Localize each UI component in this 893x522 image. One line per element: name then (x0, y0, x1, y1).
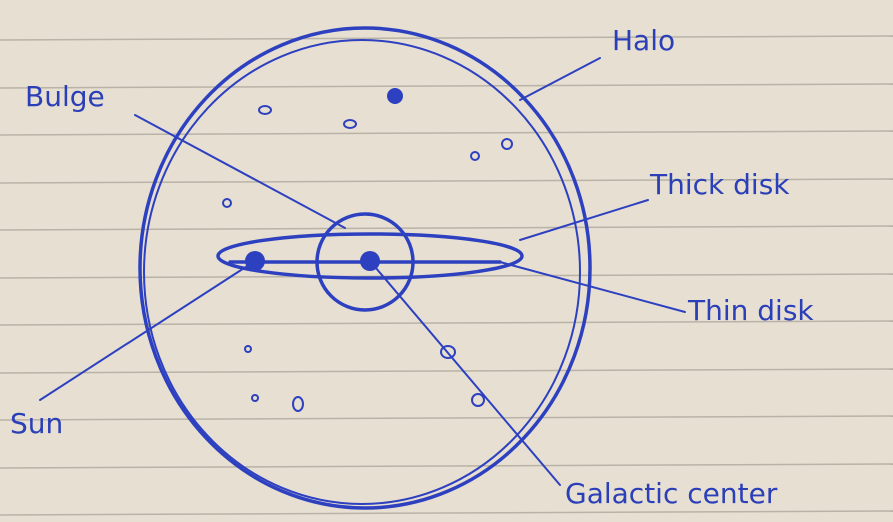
label-thick-disk: Thick disk (649, 168, 790, 201)
label-sun: Sun (10, 407, 63, 440)
label-halo: Halo (612, 24, 675, 57)
label-thin-disk: Thin disk (687, 294, 814, 327)
label-bulge: Bulge (25, 80, 105, 113)
diagram: Halo Bulge Thick disk Thin disk Sun Gala… (0, 0, 893, 522)
label-galactic-center: Galactic center (565, 477, 778, 510)
